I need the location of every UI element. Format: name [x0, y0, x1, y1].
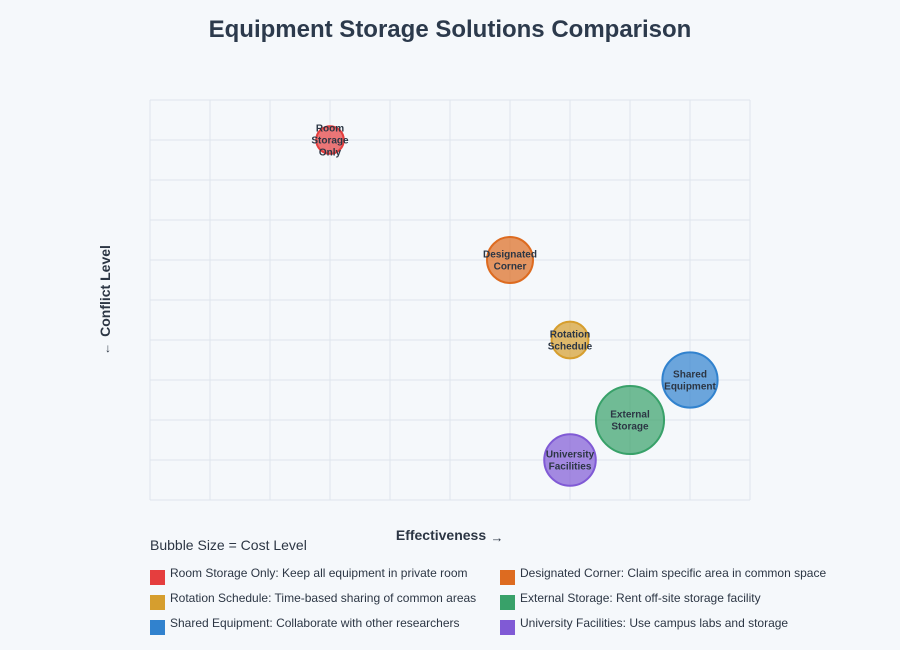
chart-title: Equipment Storage Solutions Comparison	[208, 16, 692, 43]
legend-text: University Facilities: Use campus labs a…	[520, 616, 789, 630]
legend-swatch	[150, 595, 165, 610]
bubble-label: Storage	[611, 422, 649, 433]
legend-item: Designated Corner: Claim specific area i…	[500, 566, 826, 585]
legend-swatch	[500, 620, 515, 635]
bubble-label: Designated	[483, 250, 537, 261]
legend-item: University Facilities: Use campus labs a…	[500, 616, 788, 635]
bubble-label: Rotation	[550, 330, 591, 341]
legend-text: Room Storage Only: Keep all equipment in…	[170, 566, 468, 580]
bubble-circle[interactable]	[594, 384, 666, 456]
legend-swatch	[500, 570, 515, 585]
legend-text: Designated Corner: Claim specific area i…	[520, 566, 827, 580]
legend-item: External Storage: Rent off-site storage …	[500, 591, 761, 610]
bubble-size-note: Bubble Size = Cost Level	[150, 537, 307, 553]
axes: Effectiveness → Conflict Level ↓	[97, 245, 504, 545]
legend-swatch	[150, 570, 165, 585]
legend-text: Rotation Schedule: Time-based sharing of…	[170, 591, 477, 605]
legend-item: Shared Equipment: Collaborate with other…	[150, 616, 460, 635]
bubble-label: Schedule	[548, 342, 593, 353]
bubble-label: Room	[316, 124, 344, 135]
bubble-label: Facilities	[549, 462, 592, 473]
bubble-label: Storage	[311, 136, 349, 147]
bubble-label: External	[610, 410, 650, 421]
legend-swatch	[500, 595, 515, 610]
legend-text: External Storage: Rent off-site storage …	[520, 591, 761, 605]
bubble-label: University	[546, 450, 595, 461]
bubble-label: Equipment	[664, 382, 716, 393]
bubble-circle[interactable]	[543, 433, 597, 487]
bubble-label: Only	[319, 148, 342, 159]
legend-item: Room Storage Only: Keep all equipment in…	[150, 566, 468, 585]
bubble-label: Shared	[673, 370, 707, 381]
grid	[149, 99, 751, 501]
legend-swatch	[150, 620, 165, 635]
legend-item: Rotation Schedule: Time-based sharing of…	[150, 591, 476, 610]
y-axis-label: Conflict Level	[97, 245, 113, 337]
x-axis-arrow: →	[491, 530, 504, 545]
bubble-circle[interactable]	[486, 236, 534, 284]
y-axis-arrow: ↓	[105, 341, 111, 355]
bubble-circle[interactable]	[661, 351, 719, 409]
bubbles: RoomStorageOnlyDesignatedCornerRotationS…	[311, 124, 719, 487]
x-axis-label: Effectiveness	[396, 527, 486, 543]
bubble-label: Corner	[494, 262, 527, 273]
bubble-circle[interactable]	[550, 320, 590, 360]
bubble-circle[interactable]	[315, 125, 345, 155]
legend-text: Shared Equipment: Collaborate with other…	[170, 616, 460, 630]
